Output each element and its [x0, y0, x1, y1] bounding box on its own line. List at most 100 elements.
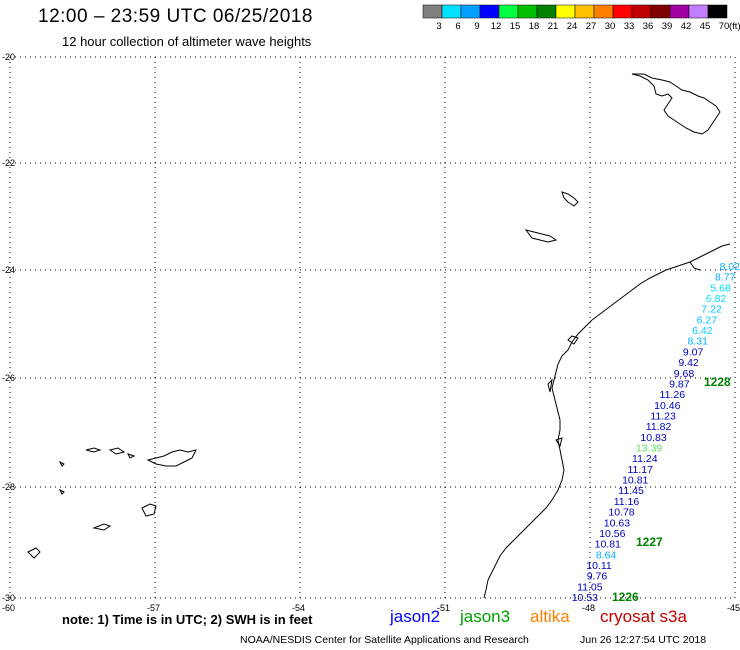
island-left-1 [146, 449, 197, 467]
wave-height-value: 9.76 [587, 571, 608, 583]
wave-height-value: 9.68 [674, 368, 695, 380]
legend-label: 39 [662, 21, 673, 32]
lon-label: -48 [582, 603, 595, 613]
legend-label: 21 [548, 21, 559, 32]
wave-height-value: 11.05 [577, 581, 603, 593]
wave-height-value: 10.56 [599, 528, 625, 540]
legend-label: 30 [605, 21, 616, 32]
island-mid [561, 191, 579, 207]
lat-label: -28 [2, 482, 15, 492]
lat-label: -20 [2, 52, 15, 62]
legend-swatch [650, 4, 671, 19]
wave-height-value: 10.63 [604, 517, 630, 529]
island-top-right [631, 73, 721, 135]
coastline [27, 73, 731, 599]
wave-height-value: 10.11 [586, 560, 612, 572]
legend-unit: (ft) [729, 21, 740, 32]
legend-swatch [631, 4, 652, 19]
pass-time-tag: 1227 [636, 535, 663, 549]
legend-label: 18 [529, 21, 540, 32]
chart-title: 12:00 – 23:59 UTC 06/25/2018 [38, 6, 313, 27]
wave-height-value: 8.64 [596, 549, 617, 561]
legend-label: 3 [436, 21, 441, 32]
lon-label: -57 [147, 603, 160, 613]
legend-swatch [669, 4, 690, 19]
wave-height-value: 11.45 [618, 485, 644, 497]
legend-label: 70 [719, 21, 730, 32]
wave-height-value: 10.83 [640, 432, 666, 444]
pass-time-tag: 1226 [612, 590, 639, 604]
wave-height-value: 6.82 [706, 293, 727, 305]
legend-label: 9 [474, 21, 479, 32]
wave-height-value: 11.24 [632, 453, 658, 465]
wave-height-value: 8.31 [687, 336, 708, 348]
legend-swatch [555, 4, 576, 19]
wave-height-value: 10.81 [622, 475, 648, 487]
legend-swatch [441, 4, 462, 19]
wave-height-value: 9.87 [669, 378, 690, 390]
generated-timestamp: Jun 26 12:27:54 UTC 2018 [580, 634, 707, 646]
legend-label: 33 [624, 21, 635, 32]
wave-height-value: 13.39 [636, 443, 662, 455]
pass-time-tag: 1228 [704, 375, 731, 389]
legend-label: 12 [491, 21, 502, 32]
lon-label: -54 [292, 603, 305, 613]
credit-text: NOAA/NESDIS Center for Satellite Applica… [240, 634, 529, 646]
legend-label: 24 [567, 21, 578, 32]
satellite-altika: altika [530, 607, 570, 626]
lon-label: -45 [727, 603, 740, 613]
wave-height-value: 11.23 [650, 410, 676, 422]
legend-swatch [422, 4, 443, 19]
legend-label: 42 [681, 21, 692, 32]
legend-label: 15 [510, 21, 521, 32]
wave-height-value: 8.02 [720, 261, 740, 273]
wave-height-value: 11.82 [646, 421, 672, 433]
color-scale-legend: 3 6 9 12 15 18 21 24 27 30 33 36 39 42 45 70 (ft) [422, 4, 740, 32]
satellite-track-values: 8.028.775.686.827.226.276.428.319.079.42… [572, 261, 740, 604]
wave-height-value: 10.53 [572, 592, 598, 604]
lat-label: -30 [2, 593, 15, 603]
lat-label: -24 [2, 265, 15, 275]
wave-height-value: 10.46 [654, 400, 680, 412]
legend-swatch [612, 4, 633, 19]
wave-height-value: 7.22 [701, 304, 722, 316]
legend-swatch [707, 4, 728, 19]
pass-time-tags: 1228 1227 1226 [612, 375, 731, 604]
wave-height-value: 6.42 [692, 325, 713, 337]
wave-height-value: 8.77 [715, 272, 736, 284]
satellite-cryosat-s3a: cryosat s3a [600, 607, 687, 626]
island-small [524, 229, 558, 243]
wave-height-value: 11.26 [660, 389, 686, 401]
legend-swatch [517, 4, 538, 19]
wave-height-value: 6.27 [697, 314, 718, 326]
wave-height-value: 11.17 [627, 464, 653, 476]
legend-swatch [574, 4, 595, 19]
axis-labels: -20 -22 -24 -26 -28 -30-60 -57 -54 -51 -48 -45 [2, 52, 740, 613]
legend-swatch [688, 4, 709, 19]
satellite-jason2: jason2 [390, 607, 441, 626]
wave-height-value: 9.07 [683, 346, 704, 358]
wave-height-value: 11.16 [614, 496, 640, 508]
legend-label: 36 [643, 21, 654, 32]
wave-height-value: 10.81 [595, 539, 621, 551]
lon-label: -60 [2, 603, 15, 613]
wave-height-value: 5.68 [710, 282, 731, 294]
legend-swatch [536, 4, 557, 19]
legend-label: 27 [586, 21, 597, 32]
map-grid [9, 56, 736, 599]
legend-swatch [460, 4, 481, 19]
lat-label: -26 [2, 373, 15, 383]
legend-swatch [498, 4, 519, 19]
lon-label: -51 [437, 603, 450, 613]
footnote: note: 1) Time is in UTC; 2) SWH is in fe… [62, 612, 313, 627]
legend-label: 45 [700, 21, 711, 32]
legend-swatch [479, 4, 500, 19]
legend-label: 6 [455, 21, 460, 32]
satellite-jason3: jason3 [460, 607, 511, 626]
wave-height-value: 9.42 [678, 357, 699, 369]
legend-swatch [593, 4, 614, 19]
brazil-coastline [483, 243, 731, 599]
chart-subtitle: 12 hour collection of altimeter wave hei… [62, 34, 312, 49]
wave-height-value: 10.78 [608, 507, 634, 519]
